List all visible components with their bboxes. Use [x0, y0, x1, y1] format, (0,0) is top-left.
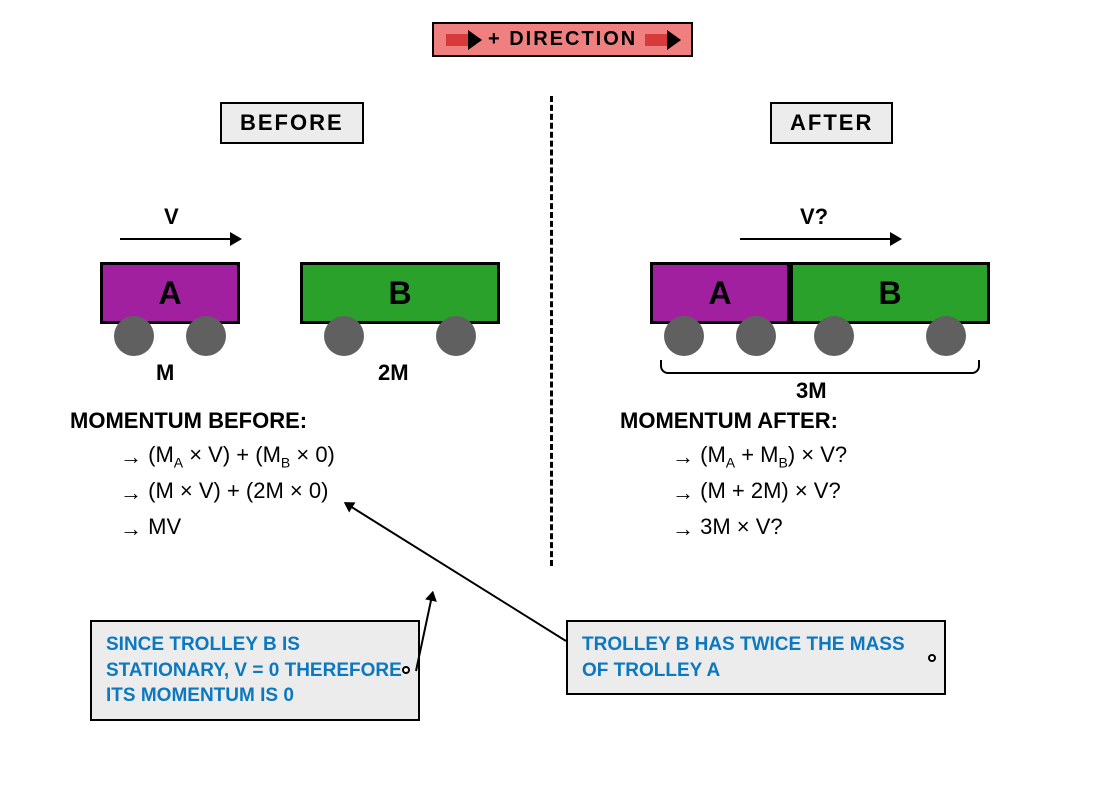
- velocity-arrow-before-a: [120, 238, 240, 240]
- wheel-icon: [436, 316, 476, 356]
- wheel-icon: [114, 316, 154, 356]
- momentum-after-line2: → (M + 2M) × V?: [672, 478, 841, 504]
- before-label: BEFORE: [220, 102, 364, 144]
- trolley-a-before: A: [100, 262, 240, 324]
- trolley-a-after: A: [650, 262, 790, 324]
- momentum-after-line3: → 3M × V?: [672, 514, 783, 540]
- wheel-icon: [926, 316, 966, 356]
- wheel-icon: [664, 316, 704, 356]
- momentum-before-line3: → MV: [120, 514, 181, 540]
- tag-hole-icon: [402, 666, 410, 674]
- wheel-icon: [324, 316, 364, 356]
- trolley-label: B: [388, 275, 411, 312]
- mass-label-b-before: 2M: [378, 360, 409, 386]
- direction-badge: + DIRECTION: [432, 22, 693, 57]
- after-label: AFTER: [770, 102, 893, 144]
- momentum-after-title: MOMENTUM AFTER:: [620, 408, 838, 434]
- note-tag-stationary: SINCE TROLLEY B IS STATIONARY, V = 0 THE…: [90, 620, 420, 721]
- tag-hole-icon: [928, 654, 936, 662]
- velocity-arrow-after: [740, 238, 900, 240]
- trolley-label: A: [158, 275, 181, 312]
- trolley-body: A: [650, 262, 790, 324]
- wheel-icon: [186, 316, 226, 356]
- divider: [550, 96, 553, 566]
- velocity-label-after: V?: [800, 204, 828, 230]
- trolley-label: A: [708, 275, 731, 312]
- momentum-after-line1: → (MA + MB) × V?: [672, 442, 847, 470]
- momentum-before-line2: → (M × V) + (2M × 0): [120, 478, 328, 504]
- trolley-body: B: [300, 262, 500, 324]
- trolley-body: B: [790, 262, 990, 324]
- note-tag-mass: TROLLEY B HAS TWICE THE MASS OF TROLLEY …: [566, 620, 946, 695]
- arrow-icon: [645, 34, 679, 46]
- momentum-before-line1: → (MA × V) + (MB × 0): [120, 442, 335, 470]
- trolley-b-before: B: [300, 262, 500, 324]
- mass-label-after: 3M: [796, 378, 827, 404]
- mass-brace-after: [660, 360, 980, 374]
- trolley-body: A: [100, 262, 240, 324]
- direction-label: + DIRECTION: [488, 28, 637, 51]
- note-text: SINCE TROLLEY B IS STATIONARY, V = 0 THE…: [106, 634, 402, 706]
- trolley-b-after: B: [790, 262, 990, 324]
- wheel-icon: [814, 316, 854, 356]
- velocity-label-before-a: V: [164, 204, 179, 230]
- mass-label-a-before: M: [156, 360, 174, 386]
- trolley-label: B: [878, 275, 901, 312]
- momentum-before-title: MOMENTUM BEFORE:: [70, 408, 307, 434]
- arrow-icon: [446, 34, 480, 46]
- note-text: TROLLEY B HAS TWICE THE MASS OF TROLLEY …: [582, 634, 905, 681]
- wheel-icon: [736, 316, 776, 356]
